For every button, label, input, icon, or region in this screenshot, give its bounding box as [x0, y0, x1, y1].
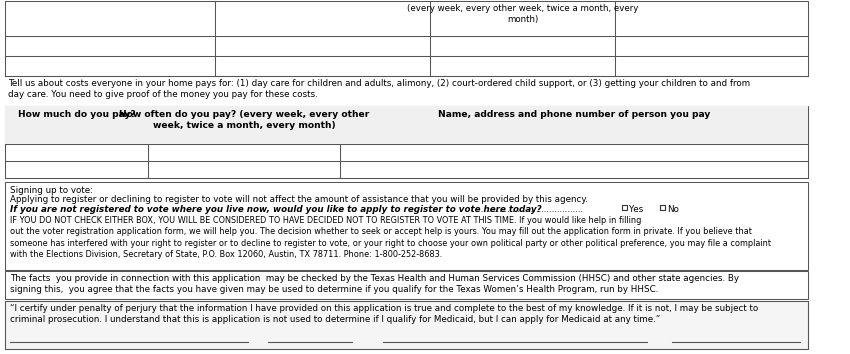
Polygon shape [5, 301, 808, 349]
Text: Yes: Yes [630, 205, 643, 214]
Text: Tell us about costs everyone in your home pays for: (1) day care for children an: Tell us about costs everyone in your hom… [8, 79, 750, 99]
Text: No: No [667, 205, 679, 214]
Text: .......................................: ....................................... [478, 205, 583, 214]
Text: How much do you pay?: How much do you pay? [18, 110, 135, 119]
Polygon shape [5, 106, 808, 144]
Text: Name, address and phone number of person you pay: Name, address and phone number of person… [438, 110, 711, 119]
Text: Signing up to vote:: Signing up to vote: [10, 186, 93, 195]
Text: If you are not registered to vote where you live now, would you like to apply to: If you are not registered to vote where … [10, 205, 541, 214]
Text: “I certify under penalty of perjury that the information I have provided on this: “I certify under penalty of perjury that… [10, 304, 758, 325]
Text: The facts  you provide in connection with this application  may be checked by th: The facts you provide in connection with… [10, 274, 739, 295]
Text: IF YOU DO NOT CHECK EITHER BOX, YOU WILL BE CONSIDERED TO HAVE DECIDED NOT TO RE: IF YOU DO NOT CHECK EITHER BOX, YOU WILL… [10, 216, 771, 259]
Text: Applying to register or declining to register to vote will not affect the amount: Applying to register or declining to reg… [10, 195, 588, 204]
Text: (every week, every other week, twice a month, every
month): (every week, every other week, twice a m… [407, 4, 638, 24]
Text: How often do you pay? (every week, every other
week, twice a month, every month): How often do you pay? (every week, every… [119, 110, 369, 131]
